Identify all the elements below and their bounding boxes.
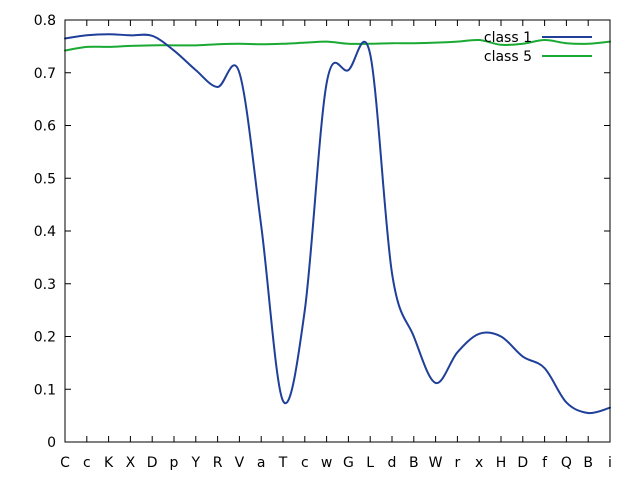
x-tick-label: a [257, 455, 266, 471]
series-line-class-1 [64, 33, 611, 415]
y-tick-label: 0.3 [34, 277, 56, 293]
x-tick-label: d [388, 455, 397, 471]
legend: class 1 class 5 [484, 30, 592, 65]
x-tick-label: B [409, 455, 419, 471]
x-tick-label: c [301, 455, 309, 471]
x-tick-label: D [517, 455, 528, 471]
legend-label: class 5 [484, 49, 532, 65]
x-tick-label: B [583, 455, 593, 471]
x-tick-label: i [608, 455, 612, 471]
x-tick-label: L [366, 455, 374, 471]
series-layer [64, 33, 611, 415]
x-tick-label: T [278, 455, 288, 471]
y-tick-label: 0.1 [34, 382, 56, 398]
y-tick-label: 0.4 [34, 224, 56, 240]
y-tick-label: 0 [47, 435, 56, 451]
x-tick-label: C [60, 455, 70, 471]
x-tick-label: X [126, 455, 136, 471]
legend-label: class 1 [484, 30, 532, 46]
plot-frame [64, 19, 611, 443]
x-tick-label: x [475, 455, 483, 471]
x-tick-label: r [455, 455, 461, 471]
y-tick-label: 0.6 [34, 119, 56, 135]
x-tick-label: D [147, 455, 158, 471]
y-tick-label: 0.8 [34, 13, 56, 29]
y-tick-label: 0.2 [34, 330, 56, 346]
series-line-class-5 [64, 38, 611, 52]
x-tick-label: V [235, 455, 245, 471]
x-tick-label: W [429, 455, 443, 471]
y-tick-label: 0.5 [34, 171, 56, 187]
y-tick-label: 0.7 [34, 66, 56, 82]
x-tick-label: R [213, 455, 223, 471]
x-tick-label: w [321, 455, 332, 471]
x-tick-label: H [496, 455, 507, 471]
x-tick-label: K [104, 455, 114, 471]
x-tick-label: f [542, 455, 548, 471]
x-tick-label: Q [561, 455, 572, 471]
x-tick-label: G [343, 455, 354, 471]
x-tick-label: Y [191, 455, 201, 471]
x-tick-label: p [170, 455, 179, 471]
x-tick-label: c [83, 455, 91, 471]
